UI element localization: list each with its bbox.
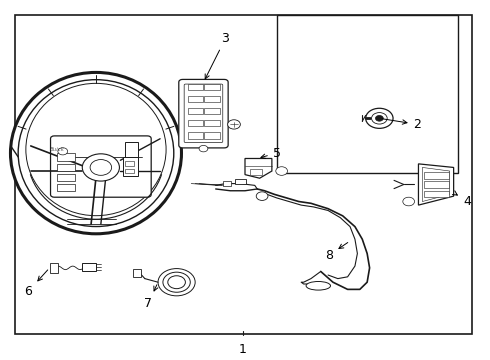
Bar — [15, 15, 472, 334]
Bar — [57, 153, 75, 161]
Circle shape — [168, 276, 185, 289]
Circle shape — [158, 269, 195, 296]
Circle shape — [375, 116, 383, 121]
Text: 1: 1 — [239, 343, 246, 356]
Bar — [204, 84, 220, 90]
Circle shape — [256, 192, 268, 201]
Bar — [188, 132, 203, 139]
Bar — [82, 263, 96, 271]
Bar — [57, 184, 75, 191]
FancyBboxPatch shape — [184, 84, 223, 143]
Bar — [57, 174, 75, 181]
Text: 7: 7 — [144, 285, 158, 310]
Bar — [133, 269, 142, 277]
Text: 2: 2 — [382, 118, 421, 131]
Circle shape — [228, 120, 241, 129]
Ellipse shape — [18, 80, 174, 226]
Bar — [204, 120, 220, 126]
Text: 3: 3 — [205, 32, 229, 79]
Circle shape — [276, 167, 288, 175]
Bar — [424, 172, 449, 179]
Ellipse shape — [10, 72, 181, 234]
Bar — [188, 108, 203, 114]
Bar — [204, 96, 220, 102]
Bar — [204, 108, 220, 114]
Bar — [188, 96, 203, 102]
Circle shape — [58, 148, 68, 155]
Ellipse shape — [26, 84, 166, 216]
Bar — [123, 157, 138, 176]
Ellipse shape — [306, 282, 331, 290]
Bar — [223, 181, 231, 186]
FancyBboxPatch shape — [179, 80, 228, 148]
Bar — [57, 163, 75, 171]
Bar — [424, 181, 449, 188]
Text: 4: 4 — [452, 191, 471, 208]
Circle shape — [199, 145, 208, 152]
Polygon shape — [418, 164, 454, 205]
Bar — [277, 15, 458, 173]
Bar — [188, 84, 203, 90]
Text: 8: 8 — [325, 243, 348, 262]
Polygon shape — [245, 158, 272, 178]
FancyBboxPatch shape — [50, 136, 151, 197]
Text: 5: 5 — [261, 147, 281, 159]
Circle shape — [163, 272, 190, 292]
Bar — [235, 179, 246, 184]
Bar — [125, 161, 134, 166]
Bar — [188, 120, 203, 126]
Text: Buick: Buick — [49, 147, 64, 152]
Circle shape — [403, 197, 415, 206]
Bar — [204, 132, 220, 139]
Bar — [125, 168, 134, 173]
Bar — [125, 142, 138, 157]
Bar — [424, 191, 449, 197]
Circle shape — [90, 159, 112, 175]
Circle shape — [82, 154, 120, 181]
Polygon shape — [422, 167, 450, 202]
Bar — [250, 169, 262, 175]
Circle shape — [371, 113, 387, 124]
Text: 6: 6 — [24, 270, 48, 298]
Bar — [49, 263, 58, 273]
Circle shape — [366, 108, 393, 129]
